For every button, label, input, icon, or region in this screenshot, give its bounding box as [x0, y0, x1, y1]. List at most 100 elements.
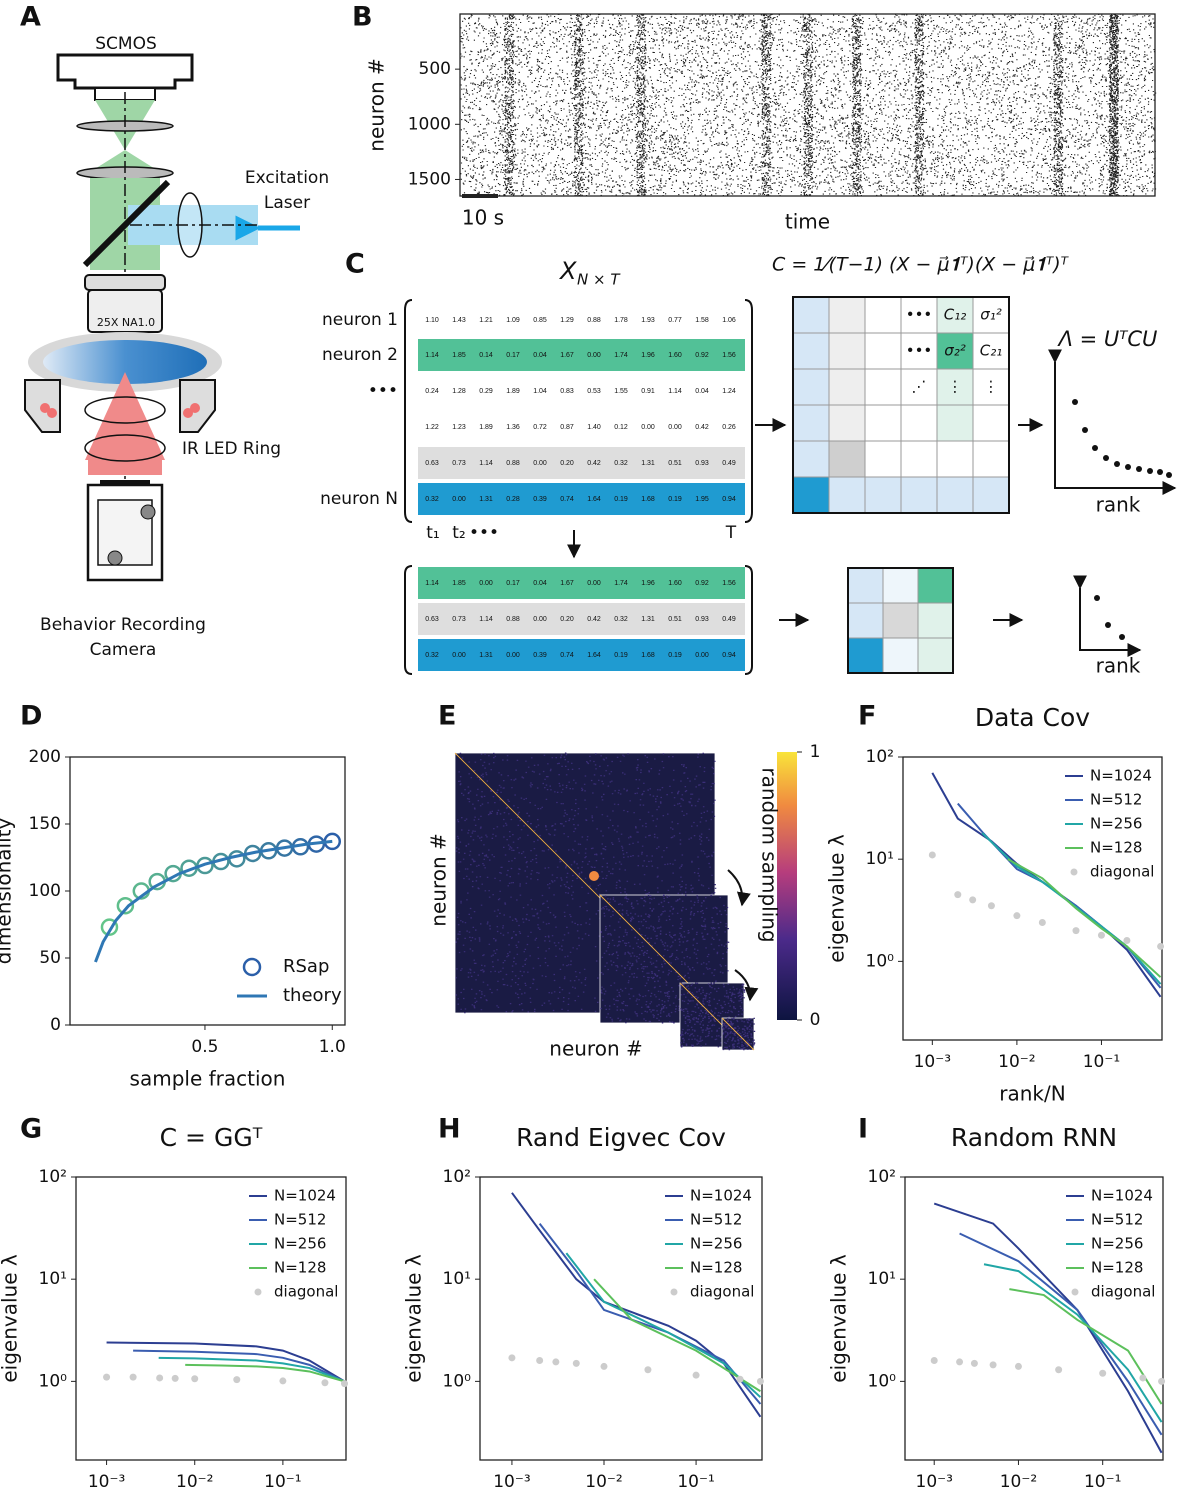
matrix-entry: 0.74 — [560, 652, 574, 659]
data-point — [954, 891, 962, 899]
cov-entry: C₁₂ — [944, 306, 967, 324]
matrix-entry: 1.14 — [425, 352, 439, 359]
legend-label: N=1024 — [690, 1187, 752, 1205]
matrix-entry: 0.77 — [668, 317, 682, 324]
matrix-entry: 0.04 — [533, 352, 547, 359]
data-line — [1009, 1288, 1163, 1405]
matrix-entry: 1.64 — [587, 652, 601, 659]
y-tick-label: 10¹ — [866, 849, 894, 869]
matrix-entry: 1.96 — [641, 352, 655, 359]
data-point — [129, 1373, 137, 1381]
cov-cell — [936, 476, 974, 514]
panel-label: G — [20, 1114, 42, 1145]
matrix-entry: 1.78 — [614, 317, 628, 324]
legend-label: N=128 — [1090, 839, 1142, 857]
row-highlight — [418, 339, 745, 371]
matrix-entry: 1.60 — [668, 352, 682, 359]
plot-frame — [902, 756, 1163, 1041]
objective-label: 25X NA1.0 — [97, 316, 155, 329]
rank-label: rank — [1096, 654, 1141, 678]
data-line — [511, 1192, 762, 1418]
x-tick-label: 10⁻³ — [916, 1472, 953, 1492]
matrix-entry: 0.63 — [425, 460, 439, 467]
matrix-entry: 0.92 — [695, 580, 709, 587]
cov-cell — [900, 440, 938, 478]
cov-cell — [828, 368, 866, 406]
diagram-c: X N × T C = 1⁄(T−1) (X − μ⃗𝟏ᵀ)(X − μ⃗𝟏ᵀ)… — [558, 254, 1157, 678]
heatmap-hotspot — [589, 871, 599, 881]
row-label: neuron 1 — [322, 310, 398, 330]
data-point — [156, 1374, 164, 1382]
data-line — [185, 1363, 345, 1383]
matrix-entry: 0.88 — [587, 317, 601, 324]
panel-label: B — [352, 2, 373, 33]
panel-label: I — [858, 1114, 868, 1145]
cov-entry: ••• — [906, 342, 933, 360]
y-tick-label: 10² — [866, 747, 894, 767]
x-tick-label: 10⁻² — [176, 1472, 213, 1492]
y-tick-label: 1500 — [408, 169, 451, 189]
matrix-entry: 1.67 — [560, 352, 574, 359]
eig-formula: Λ = UᵀCU — [1057, 327, 1158, 351]
data-point — [100, 918, 119, 936]
x-axis-label: rank/N — [999, 1082, 1065, 1106]
legend-marker — [670, 1288, 678, 1296]
y-tick-label: 150 — [29, 814, 61, 834]
cov-cell — [864, 296, 902, 334]
x-tick-label: 10⁻³ — [493, 1472, 530, 1492]
x-axis-label: sample fraction — [130, 1067, 286, 1091]
matrix-entry: 0.93 — [695, 460, 709, 467]
matrix-entry: 1.04 — [533, 388, 547, 395]
x-tick-label: 10⁻² — [1000, 1472, 1037, 1492]
matrix-entry: 0.39 — [533, 652, 547, 659]
matrix-entry: 0.88 — [506, 460, 520, 467]
data-point — [1072, 927, 1080, 935]
legend-label: diagonal — [1090, 863, 1154, 881]
matrix-entry: 1.14 — [479, 460, 493, 467]
y-tick-label: 50 — [39, 948, 61, 968]
panel-label: E — [438, 701, 456, 732]
legend-label: N=512 — [690, 1211, 742, 1229]
matrix-entry: 1.60 — [668, 580, 682, 587]
legend-label: N=256 — [1090, 815, 1142, 833]
legend-label: theory — [283, 985, 342, 1006]
data-line — [983, 1263, 1163, 1423]
matrix-entry: 0.49 — [722, 460, 736, 467]
cov-frame — [847, 567, 954, 674]
matrix-entry: 1.22 — [425, 424, 439, 431]
matrix-entry: 0.42 — [695, 424, 709, 431]
cov-entry: ••• — [906, 306, 933, 324]
x-tick-label: 10⁻³ — [914, 1052, 951, 1072]
matrix-entry: 1.85 — [452, 352, 466, 359]
plot-frame — [459, 13, 1156, 197]
y-tick-label: 200 — [29, 747, 61, 767]
plot-frame — [75, 1176, 347, 1461]
row-label: ••• — [368, 381, 398, 401]
matrix-entry: 0.17 — [506, 580, 520, 587]
legend-label: diagonal — [274, 1283, 338, 1301]
cov-cell — [900, 296, 938, 334]
matrix-entry: 1.09 — [506, 317, 520, 324]
matrix-entry: 0.85 — [533, 317, 547, 324]
matrix-entry: 1.68 — [641, 496, 655, 503]
matrix-subscript: N × T — [577, 271, 621, 289]
y-tick-label: 10⁰ — [866, 951, 895, 971]
data-point — [1158, 1377, 1166, 1385]
raster-spikes — [460, 13, 1157, 197]
matrix-entry: 0.28 — [506, 496, 520, 503]
matrix-entry: 0.00 — [587, 352, 601, 359]
cov-cell — [864, 332, 902, 370]
matrix-entry: 1.58 — [695, 317, 709, 324]
data-point — [928, 851, 936, 859]
matrix-entry: 1.93 — [641, 317, 655, 324]
y-tick-label: 10¹ — [443, 1269, 471, 1289]
matrix-entry: 0.24 — [425, 388, 439, 395]
matrix-entry: 0.32 — [614, 616, 628, 623]
matrix-entry: 0.93 — [695, 616, 709, 623]
matrix-entry: 0.39 — [533, 496, 547, 503]
data-point — [692, 1371, 700, 1379]
panel-label: F — [858, 701, 876, 732]
x-axis-label: time — [785, 210, 830, 234]
matrix-entry: 0.20 — [560, 616, 574, 623]
